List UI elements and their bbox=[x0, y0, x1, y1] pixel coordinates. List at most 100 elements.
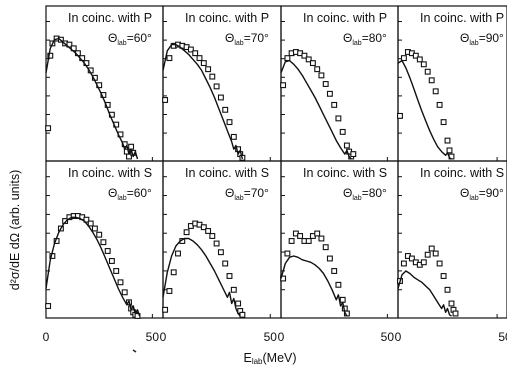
panel-angle: Θlab=80° bbox=[343, 31, 387, 47]
angle-value: =80° bbox=[362, 186, 387, 200]
data-point bbox=[397, 112, 403, 119]
panel-angle: Θlab=70° bbox=[225, 31, 269, 47]
panel-frame bbox=[162, 5, 282, 162]
data-point bbox=[428, 77, 435, 84]
data-point bbox=[444, 286, 451, 293]
calc-curve bbox=[280, 255, 348, 317]
data-point bbox=[87, 220, 94, 227]
data-point bbox=[444, 137, 451, 144]
data-point bbox=[288, 238, 295, 244]
data-point bbox=[322, 244, 329, 251]
data-point bbox=[96, 231, 103, 238]
data-point bbox=[162, 306, 169, 313]
x-axis-label-symbol: E bbox=[243, 351, 251, 365]
data-point bbox=[196, 55, 203, 62]
x-tick-label: 50 bbox=[264, 330, 278, 344]
data-point bbox=[213, 83, 220, 90]
data-point bbox=[166, 288, 173, 294]
data-point bbox=[335, 281, 342, 288]
panel-angle: Θlab=80° bbox=[343, 186, 387, 202]
data-point bbox=[222, 260, 229, 267]
data-point bbox=[166, 55, 173, 62]
panel-8: In coinc. with S Θlab=90° bbox=[397, 160, 507, 319]
panel-3: In coinc. with P Θlab=80° bbox=[280, 5, 399, 162]
x-axis-label-sub: lab bbox=[252, 357, 263, 366]
data-point bbox=[239, 311, 246, 318]
angle-symbol: Θ bbox=[108, 31, 117, 45]
data-point bbox=[209, 233, 216, 239]
data-point bbox=[440, 119, 447, 126]
panel-angle: Θlab=90° bbox=[460, 31, 504, 47]
data-point bbox=[222, 106, 229, 113]
data-point bbox=[187, 46, 194, 53]
angle-subscript: lab bbox=[469, 40, 478, 47]
data-point bbox=[452, 310, 459, 317]
calc-curve bbox=[162, 237, 241, 317]
panel-label: In coinc. with S bbox=[303, 166, 387, 180]
angle-symbol: Θ bbox=[108, 186, 117, 200]
angle-subscript: lab bbox=[352, 195, 361, 202]
angle-value: =60° bbox=[127, 31, 152, 45]
panel-angle: Θlab=70° bbox=[225, 186, 269, 202]
data-point bbox=[235, 300, 242, 307]
panel-4: In coinc. with P Θlab=90° bbox=[397, 5, 507, 162]
angle-value: =90° bbox=[479, 31, 504, 45]
x-axis-label-unit: (MeV) bbox=[263, 351, 297, 365]
calc-curve bbox=[397, 270, 452, 317]
data-point bbox=[230, 286, 237, 293]
angle-symbol: Θ bbox=[460, 186, 469, 200]
data-point bbox=[305, 56, 312, 63]
panel-label: In coinc. with P bbox=[68, 11, 152, 25]
calc-curve bbox=[162, 43, 244, 160]
data-point bbox=[134, 313, 141, 319]
panel-frame bbox=[280, 160, 399, 319]
stray-mark bbox=[132, 349, 137, 353]
x-tick-label: 0 bbox=[43, 330, 50, 344]
data-point bbox=[192, 50, 199, 57]
data-point bbox=[335, 115, 342, 122]
data-point bbox=[226, 273, 233, 279]
angle-subscript: lab bbox=[117, 195, 126, 202]
panel-frame bbox=[397, 5, 507, 162]
data-point bbox=[424, 68, 431, 75]
data-point bbox=[326, 90, 333, 97]
data-point bbox=[420, 61, 427, 68]
data-point bbox=[436, 260, 443, 267]
data-point bbox=[162, 97, 169, 103]
data-point bbox=[318, 235, 325, 242]
data-point bbox=[230, 133, 237, 140]
x-tick-label: 50 bbox=[146, 330, 160, 344]
data-point bbox=[113, 268, 120, 274]
angle-value: =60° bbox=[127, 186, 152, 200]
angle-subscript: lab bbox=[352, 40, 361, 47]
x-tick-label: 0 bbox=[278, 330, 285, 344]
data-point bbox=[183, 229, 190, 236]
data-point bbox=[331, 268, 338, 274]
data-point bbox=[432, 88, 439, 95]
calc-curve bbox=[397, 59, 452, 160]
angle-symbol: Θ bbox=[460, 31, 469, 45]
data-point bbox=[314, 66, 321, 73]
angle-symbol: Θ bbox=[343, 186, 352, 200]
angle-value: =70° bbox=[244, 186, 269, 200]
panel-label: In coinc. with P bbox=[185, 11, 269, 25]
data-point bbox=[440, 273, 447, 279]
data-point bbox=[428, 245, 435, 252]
data-point bbox=[284, 250, 291, 257]
data-point bbox=[400, 55, 407, 62]
panel-angle: Θlab=60° bbox=[108, 186, 152, 202]
data-point bbox=[205, 66, 212, 73]
panel-6: In coinc. with S Θlab=70° bbox=[162, 160, 282, 319]
data-point bbox=[47, 52, 54, 59]
data-point bbox=[100, 239, 107, 246]
panel-5: In coinc. with S Θlab=60° bbox=[45, 160, 164, 319]
calc-curve bbox=[280, 59, 352, 160]
panel-label: In coinc. with P bbox=[303, 11, 387, 25]
data-point bbox=[309, 60, 316, 67]
data-point bbox=[213, 240, 220, 247]
data-point bbox=[45, 303, 52, 309]
panel-frame bbox=[397, 160, 507, 319]
angle-value: =90° bbox=[479, 186, 504, 200]
x-tick-labels: 050050050050 bbox=[43, 330, 507, 344]
angle-value: =80° bbox=[362, 31, 387, 45]
